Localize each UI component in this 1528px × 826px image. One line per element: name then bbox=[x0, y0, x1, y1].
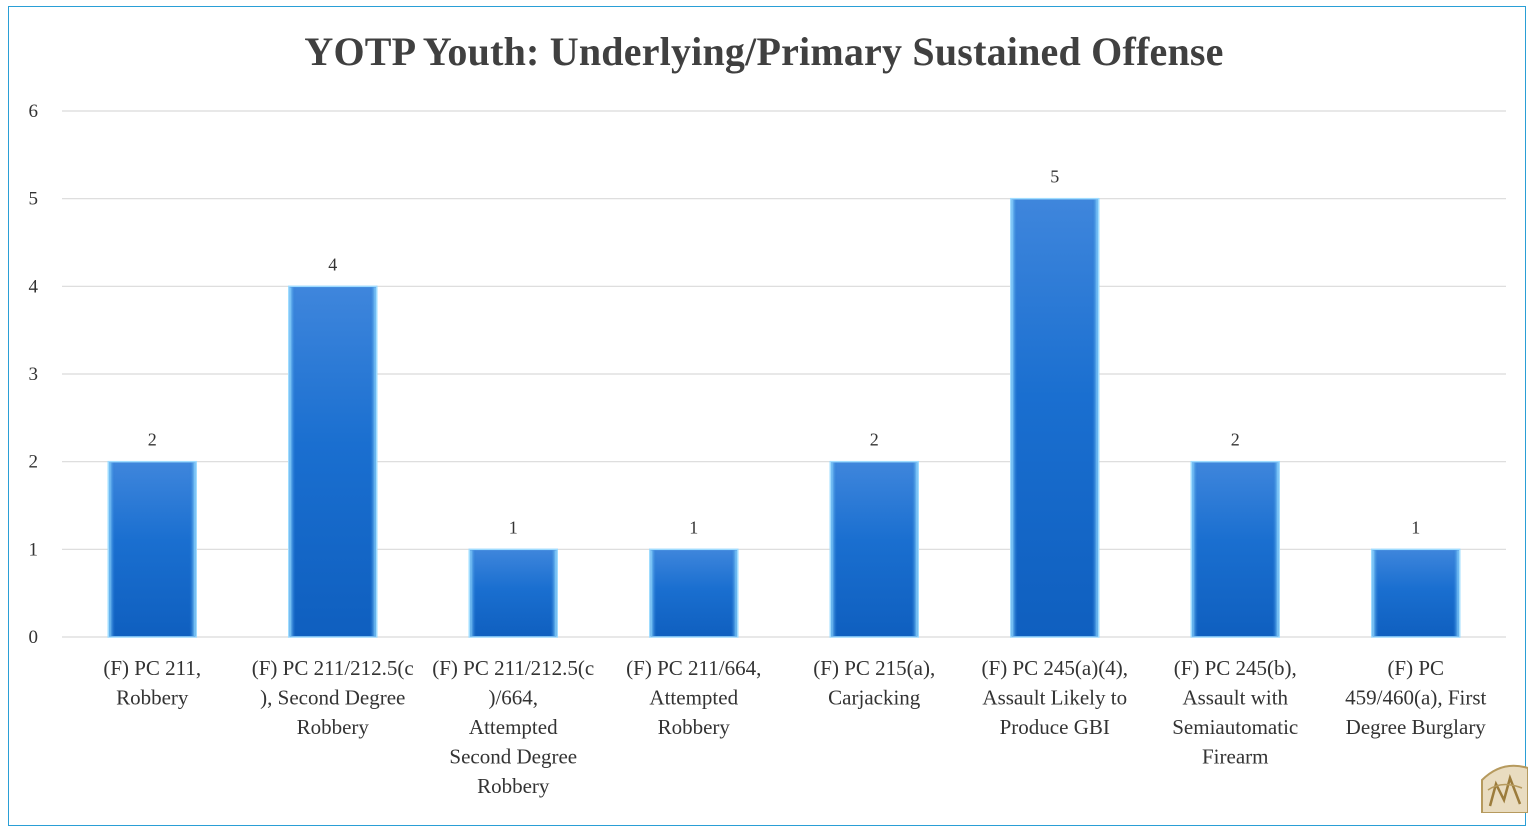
x-category-label-4: (F) PC 211/664, Attempted Robbery bbox=[626, 656, 761, 739]
data-label-1: 2 bbox=[148, 430, 157, 450]
x-category-label-6: (F) PC 245(a)(4), Assault Likely to Produc… bbox=[982, 656, 1128, 739]
y-tick-label: 6 bbox=[29, 101, 39, 122]
bar-1 bbox=[107, 460, 197, 638]
bar-6 bbox=[1010, 197, 1100, 638]
data-label-4: 1 bbox=[689, 517, 698, 537]
y-tick-label: 1 bbox=[29, 539, 39, 560]
y-tick-label: 3 bbox=[29, 364, 39, 385]
bar-5 bbox=[829, 460, 919, 638]
y-tick-label: 0 bbox=[29, 627, 39, 648]
x-category-label-1: (F) PC 211, Robbery bbox=[103, 656, 201, 710]
bar-2 bbox=[288, 285, 378, 638]
data-label-6: 5 bbox=[1050, 167, 1059, 187]
x-category-label-8: (F) PC 459/460(a), First Degree Burglary bbox=[1345, 656, 1486, 739]
seal-emblem bbox=[1481, 764, 1528, 813]
chart-title: YOTP Youth: Underlying/Primary Sustained… bbox=[304, 29, 1224, 74]
data-label-7: 2 bbox=[1231, 430, 1240, 450]
x-category-label-3: (F) PC 211/212.5(c)/664, Attempted Second … bbox=[432, 656, 594, 798]
data-label-3: 1 bbox=[509, 517, 518, 537]
y-tick-label: 2 bbox=[29, 452, 39, 473]
x-category-label-7: (F) PC 245(b), Assault with Semiautomatic F… bbox=[1172, 656, 1298, 769]
bar-7 bbox=[1190, 460, 1280, 638]
data-label-8: 1 bbox=[1411, 517, 1420, 537]
chart-frame bbox=[8, 6, 1526, 826]
bar-3 bbox=[468, 548, 558, 638]
bar-8 bbox=[1371, 548, 1461, 638]
y-tick-label: 5 bbox=[29, 189, 39, 210]
x-category-label-2: (F) PC 211/212.5(c), Second Degree Robber… bbox=[252, 656, 414, 739]
y-tick-label: 4 bbox=[29, 276, 39, 297]
bar-4 bbox=[649, 548, 739, 638]
x-category-label-5: (F) PC 215(a), Carjacking bbox=[813, 656, 935, 710]
data-label-5: 2 bbox=[870, 430, 879, 450]
data-label-2: 4 bbox=[328, 254, 337, 274]
